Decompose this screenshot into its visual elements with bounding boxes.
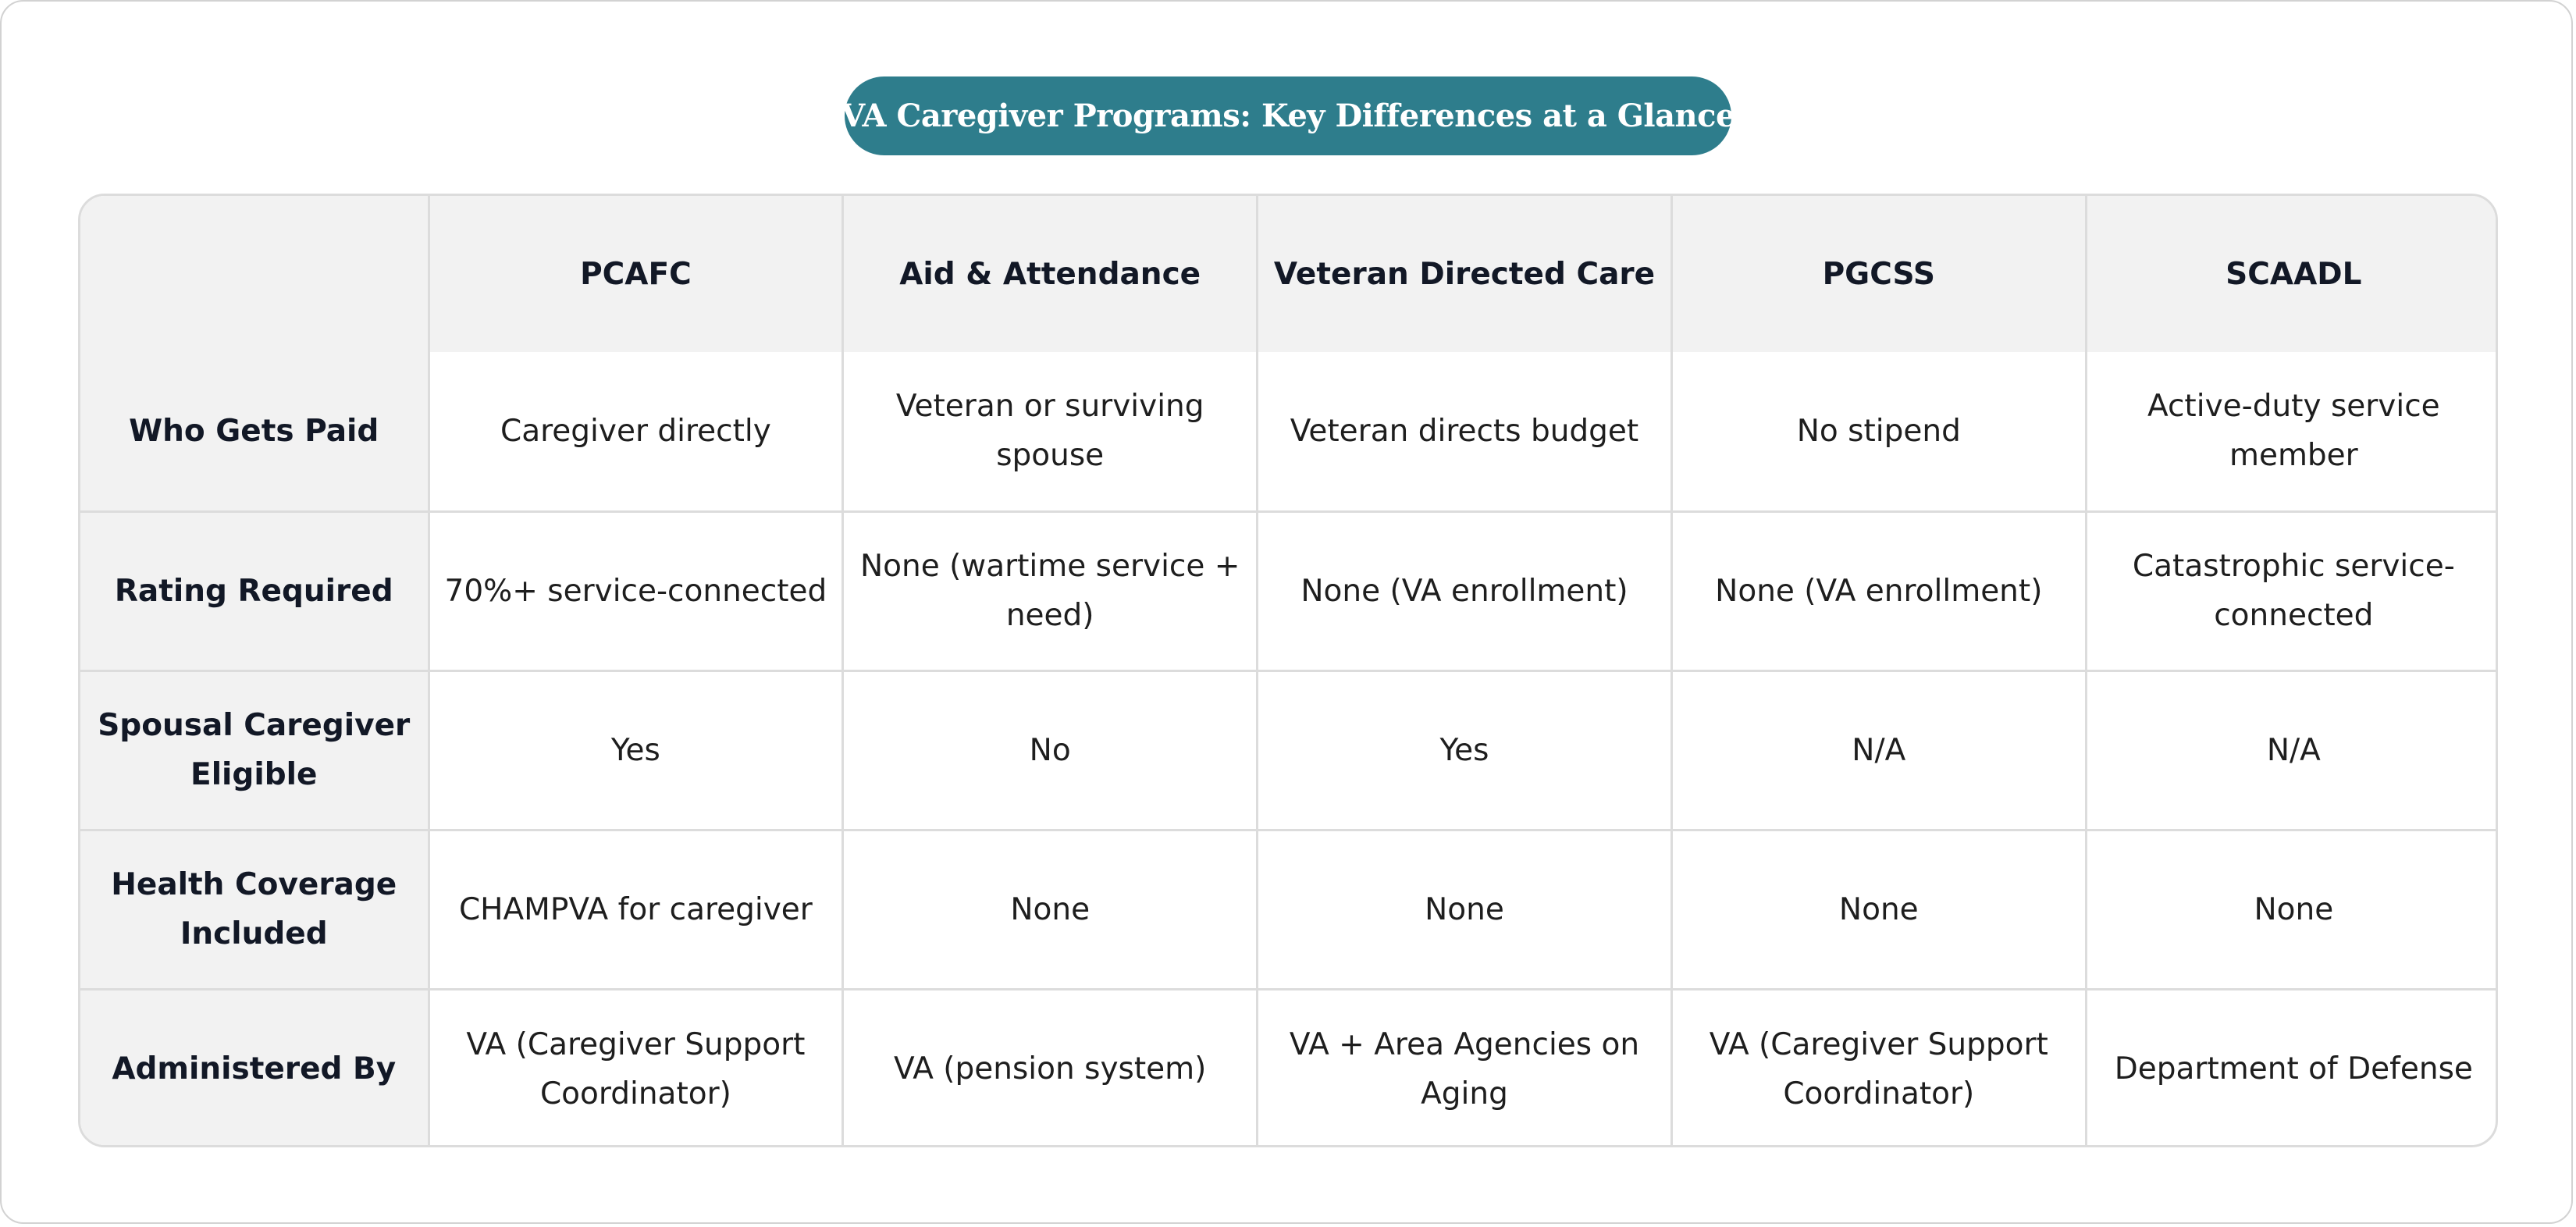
table-row: Spousal Caregiver Eligible Yes No Yes N/…	[80, 669, 2496, 831]
table-cell: None (VA enrollment)	[1670, 510, 2087, 672]
row-header: Who Gets Paid	[80, 352, 430, 513]
table-cell: None	[1670, 828, 2087, 990]
table-cell: No	[841, 669, 1259, 831]
row-header: Health Coverage Included	[80, 828, 430, 990]
comparison-table: PCAFC Aid & Attendance Veteran Directed …	[80, 196, 2496, 1145]
table-cell: Active-duty service member	[2084, 352, 2496, 513]
table-row: Rating Required 70%+ service-connected N…	[80, 510, 2496, 672]
table-cell: None (VA enrollment)	[1256, 510, 1673, 672]
table-row: Health Coverage Included CHAMPVA for car…	[80, 828, 2496, 990]
table-cell: Yes	[427, 669, 845, 831]
table-cell: None	[841, 828, 1259, 990]
table-cell: N/A	[1670, 669, 2087, 831]
table-cell: Department of Defense	[2084, 987, 2496, 1145]
page-title: VA Caregiver Programs: Key Differences a…	[841, 76, 1735, 155]
table-cell: Yes	[1256, 669, 1673, 831]
table-cell: N/A	[2084, 669, 2496, 831]
table-header-row: PCAFC Aid & Attendance Veteran Directed …	[80, 196, 2496, 352]
table-cell: VA + Area Agencies on Aging	[1256, 987, 1673, 1145]
column-header: PCAFC	[427, 196, 845, 352]
comparison-table-container: PCAFC Aid & Attendance Veteran Directed …	[78, 194, 2498, 1147]
row-header: Administered By	[80, 987, 430, 1145]
table-cell: VA (Caregiver Support Coordinator)	[1670, 987, 2087, 1145]
table-cell: Veteran or surviving spouse	[841, 352, 1259, 513]
table-cell: CHAMPVA for caregiver	[427, 828, 845, 990]
column-header: PGCSS	[1670, 196, 2087, 352]
column-header: SCAADL	[2084, 196, 2496, 352]
table-row: Administered By VA (Caregiver Support Co…	[80, 987, 2496, 1145]
column-header: Aid & Attendance	[841, 196, 1259, 352]
table-row: Who Gets Paid Caregiver directly Veteran…	[80, 352, 2496, 513]
table-cell: None (wartime service + need)	[841, 510, 1259, 672]
row-header: Rating Required	[80, 510, 430, 672]
table-cell: None	[1256, 828, 1673, 990]
row-header: Spousal Caregiver Eligible	[80, 669, 430, 831]
table-cell: None	[2084, 828, 2496, 990]
table-cell: No stipend	[1670, 352, 2087, 513]
table-cell: 70%+ service-connected	[427, 510, 845, 672]
table-cell: Catastrophic service-connected	[2084, 510, 2496, 672]
table-cell: VA (pension system)	[841, 987, 1259, 1145]
table-cell: VA (Caregiver Support Coordinator)	[427, 987, 845, 1145]
table-corner-cell	[80, 196, 430, 352]
table-cell: Veteran directs budget	[1256, 352, 1673, 513]
table-cell: Caregiver directly	[427, 352, 845, 513]
column-header: Veteran Directed Care	[1256, 196, 1673, 352]
